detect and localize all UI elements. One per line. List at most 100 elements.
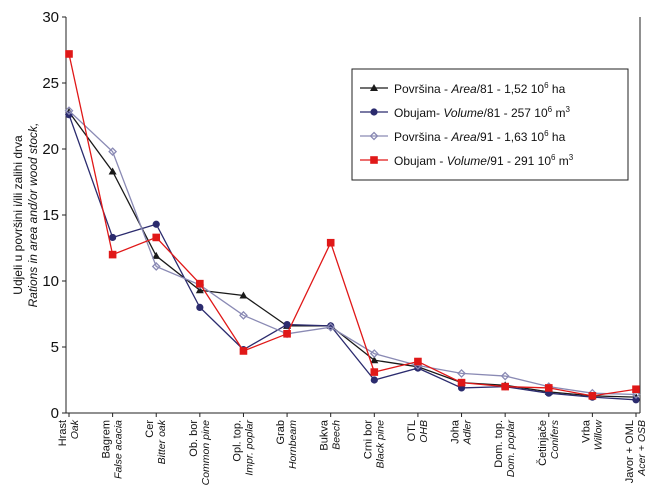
legend-marker xyxy=(369,131,379,141)
series-3-point xyxy=(239,310,248,320)
legend-entry: Obujam- Volume/81 - 257 106 m3 xyxy=(360,105,570,120)
series-1-point xyxy=(370,356,379,364)
series-4 xyxy=(65,50,640,400)
series-2-point xyxy=(152,220,160,228)
legend-label-part: ha xyxy=(549,82,566,96)
x-tick-label: Cer xyxy=(144,420,156,438)
legend-label-part: m xyxy=(552,106,565,120)
legend-entry: Obujam - Volume/91 - 291 106 m3 xyxy=(360,153,574,168)
legend-label-part: Area xyxy=(450,130,477,144)
x-tick-label: Crni bor xyxy=(362,420,374,459)
legend-label-part: ha xyxy=(549,130,566,144)
series-2-point xyxy=(370,376,378,384)
legend-label-part: Površina - xyxy=(394,82,451,96)
x-tick-label-en: Dom. poplar xyxy=(505,420,517,478)
series-layer xyxy=(64,50,641,404)
legend-label-part: Volume xyxy=(443,106,484,120)
series-4-point xyxy=(283,330,291,338)
legend-label-part: 6 xyxy=(544,129,549,138)
series-3-point xyxy=(108,147,118,157)
series-3-point xyxy=(64,106,74,116)
legend-label-part: Obujam - xyxy=(394,154,447,168)
series-4-point xyxy=(370,368,379,376)
x-tick-label-en: False acacia xyxy=(113,420,125,479)
y-tick-label: 20 xyxy=(42,141,59,158)
series-3-point xyxy=(631,390,641,399)
x-tick-label-en: OHB xyxy=(418,420,430,443)
series-4-point xyxy=(239,347,248,355)
x-tick-label: Dom. top. xyxy=(493,420,505,468)
x-tick-label-en: Oak xyxy=(69,419,81,439)
series-2-point xyxy=(196,303,204,311)
y-axis-title: Udjeli u površini i/ili zalihi drva Rati… xyxy=(11,123,40,308)
x-tick-label: Opl. top. xyxy=(231,420,243,462)
legend-box xyxy=(351,68,629,181)
y-tick-label: 15 xyxy=(42,207,59,224)
x-tick-label-en: Beech xyxy=(331,420,343,450)
y-tick-label: 10 xyxy=(42,273,59,290)
legend-label: Površina - Area/81 - 1,52 106 ha xyxy=(394,81,566,96)
y-tick-label: 25 xyxy=(42,75,59,92)
legend-label-part: 6 xyxy=(544,81,549,90)
legend-label-part: 3 xyxy=(569,153,574,162)
series-4-point xyxy=(588,392,597,400)
x-tick-label: Četinjače xyxy=(536,420,549,466)
series-3-point xyxy=(457,368,466,378)
x-tick-label-en: Willow xyxy=(592,419,604,451)
legend-label-part: /81 - 1,52 10 xyxy=(477,82,545,96)
legend-label-part: /91 - 291 10 xyxy=(487,154,551,168)
series-4-point xyxy=(632,385,640,394)
legend-label-part: Area xyxy=(450,82,477,96)
series-1-point xyxy=(195,286,204,294)
y-axis-label: Udjeli u površini i/ili zalihi drva xyxy=(11,135,25,295)
series-3-point xyxy=(369,349,379,359)
series-3-line xyxy=(68,110,637,396)
series-2-point xyxy=(632,396,640,404)
y-tick-label: 5 xyxy=(51,339,59,356)
x-tick-label-en: Acer + OSB xyxy=(636,420,648,477)
legend-marker xyxy=(370,84,378,91)
series-3-point xyxy=(500,371,510,381)
legend-label: Obujam- Volume/81 - 257 106 m3 xyxy=(394,105,570,120)
series-1-line xyxy=(68,111,637,398)
series-1-point xyxy=(239,291,248,299)
legend-entry: Površina - Area/91 - 1,63 106 ha xyxy=(360,129,566,144)
series-2-point xyxy=(109,233,117,242)
legend-marker xyxy=(370,156,378,164)
x-tick-label: Javor + OML xyxy=(624,420,636,483)
legend-label-part: Površina - xyxy=(394,130,451,144)
series-4-point xyxy=(152,233,161,242)
legend-label-part: 6 xyxy=(548,105,553,114)
series-4-point xyxy=(457,378,466,387)
legend-label-part: Obujam- xyxy=(394,106,443,120)
x-tick-label: OTL xyxy=(406,420,418,441)
y-axis-label-en: Rations in area and/or wood stock, xyxy=(26,123,40,308)
x-tick-label-en: Black pine xyxy=(374,420,386,469)
legend: Površina - Area/81 - 1,52 106 haObujam- … xyxy=(351,68,629,181)
x-tick-label-en: Impr. poplar xyxy=(243,420,255,476)
legend-marker xyxy=(370,108,378,116)
x-tick-label: Bukva xyxy=(319,419,331,450)
legend-label-part: 6 xyxy=(551,153,556,162)
y-tick-label: 30 xyxy=(42,9,59,26)
series-3-point xyxy=(326,322,336,332)
x-tick-label: Vrba xyxy=(580,419,592,443)
series-4-point xyxy=(108,250,117,259)
x-tick-label: Bagrem xyxy=(101,420,113,459)
series-1-point xyxy=(108,167,117,175)
y-tick-label: 0 xyxy=(51,405,59,422)
series-4-line xyxy=(68,53,637,397)
legend-entry: Površina - Area/81 - 1,52 106 ha xyxy=(360,81,566,96)
series-3-point xyxy=(151,262,161,271)
legend-label: Obujam - Volume/91 - 291 106 m3 xyxy=(394,153,574,168)
axes: 0 5 10 15 20 25 30 Hrast Oak Bagrem False acacia Ce… xyxy=(42,9,648,485)
series-4-point xyxy=(326,238,335,247)
series-2-point xyxy=(283,320,291,329)
legend-label-part: 3 xyxy=(565,105,570,114)
series-4-point xyxy=(414,357,422,366)
series-4-point xyxy=(65,50,73,58)
x-tick-label-en: Bitter oak xyxy=(156,419,168,464)
series-4-point xyxy=(501,382,509,391)
legend-label: Površina - Area/91 - 1,63 106 ha xyxy=(394,129,566,144)
